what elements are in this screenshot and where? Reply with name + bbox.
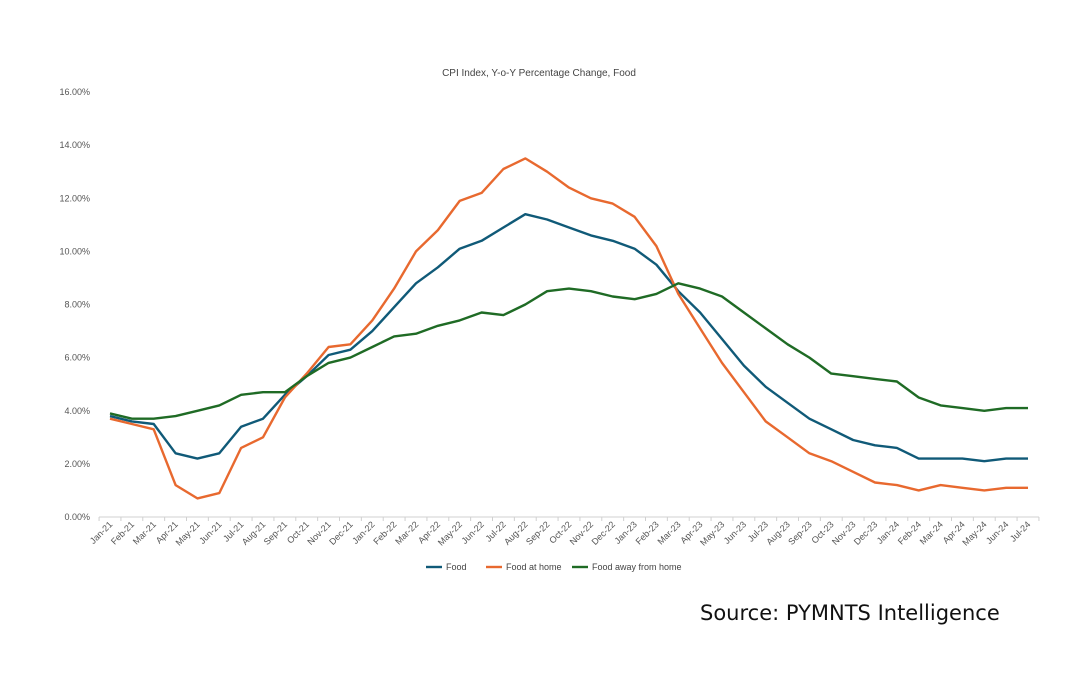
- y-tick-label: 4.00%: [64, 406, 90, 416]
- x-tick-label: May-23: [698, 519, 726, 547]
- x-tick-label: Jun-23: [722, 519, 749, 546]
- chart-title: CPI Index, Y-o-Y Percentage Change, Food: [442, 68, 636, 79]
- x-tick-label: Jul-24: [1008, 519, 1032, 543]
- x-tick-label: Dec-22: [590, 519, 618, 547]
- x-tick-label: Dec-21: [327, 519, 355, 547]
- y-tick-label: 16.00%: [59, 87, 90, 97]
- legend-label: Food away from home: [592, 562, 682, 572]
- y-tick-label: 10.00%: [59, 246, 90, 256]
- y-tick-label: 2.00%: [64, 459, 90, 469]
- source-note: Source: PYMNTS Intelligence: [700, 601, 1000, 625]
- x-tick-label: May-22: [436, 519, 464, 547]
- x-tick-label: Jun-24: [984, 519, 1011, 546]
- x-tick-label: Jun-21: [197, 519, 224, 546]
- x-tick-label: Jun-22: [459, 519, 486, 546]
- x-tick-label: May-24: [960, 519, 988, 547]
- series-line-food-away-from-home: [109, 282, 1028, 420]
- x-tick-label: Sep-21: [262, 519, 290, 547]
- x-tick-label: Mar-24: [918, 519, 945, 546]
- x-tick-label: Sep-22: [524, 519, 552, 547]
- y-tick-label: 6.00%: [64, 353, 90, 363]
- x-tick-label: Dec-23: [852, 519, 880, 547]
- x-tick-label: Feb-22: [371, 519, 398, 546]
- x-tick-label: Feb-24: [896, 519, 923, 546]
- x-tick-label: Feb-23: [634, 519, 661, 546]
- y-tick-label: 14.00%: [59, 140, 90, 150]
- y-tick-label: 12.00%: [59, 193, 90, 203]
- y-tick-label: 0.00%: [64, 512, 90, 522]
- x-tick-label: Mar-21: [131, 519, 158, 546]
- x-tick-label: Mar-22: [393, 519, 420, 546]
- x-tick-label: Sep-23: [786, 519, 814, 547]
- y-tick-label: 8.00%: [64, 300, 90, 310]
- x-tick-label: Feb-21: [109, 519, 136, 546]
- legend-label: Food: [446, 562, 467, 572]
- x-tick-label: May-21: [174, 519, 202, 547]
- legend-label: Food at home: [506, 562, 562, 572]
- x-tick-label: Mar-23: [655, 519, 682, 546]
- series-line-food: [109, 212, 1028, 463]
